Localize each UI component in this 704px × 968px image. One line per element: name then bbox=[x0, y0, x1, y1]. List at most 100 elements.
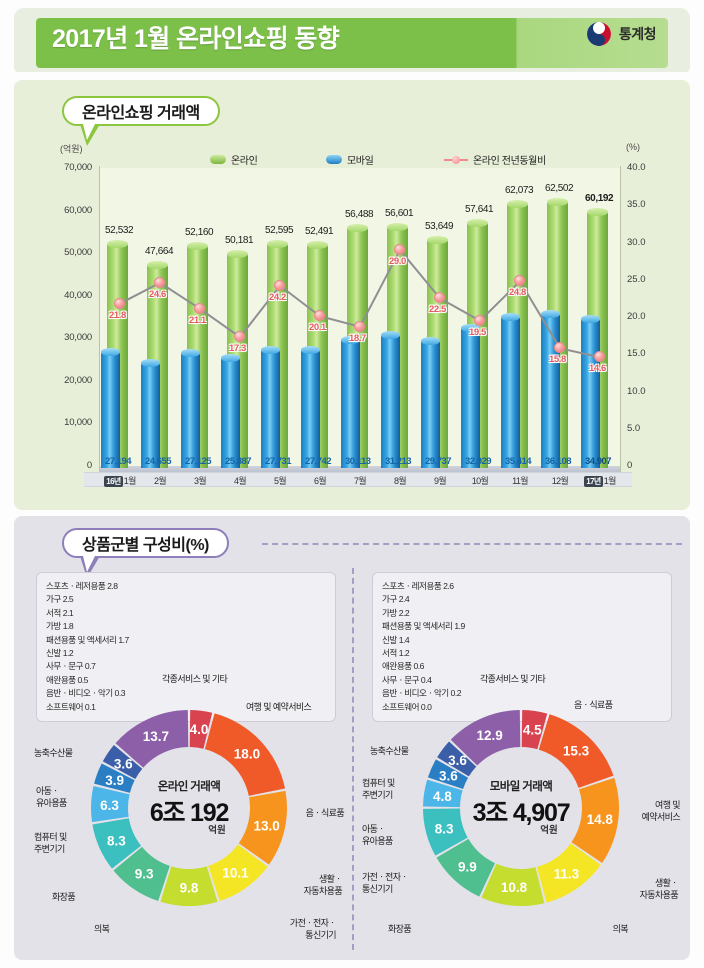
donut-segment[interactable] bbox=[423, 808, 468, 856]
bar-mobile bbox=[101, 348, 120, 468]
minor-item: 스포츠ㆍ레저용품 2.8 bbox=[46, 581, 118, 591]
donut-category-label: 농축수산물 bbox=[34, 748, 73, 758]
donut-segment-value: 3.6 bbox=[439, 769, 458, 784]
donut-segment[interactable] bbox=[113, 846, 170, 902]
donut-segment[interactable] bbox=[436, 838, 495, 897]
donut-segment[interactable] bbox=[536, 843, 601, 903]
yoy-value-label: 24.8 bbox=[509, 287, 526, 299]
legend-item-online: 온라인 bbox=[210, 152, 258, 167]
donut-segment[interactable] bbox=[427, 759, 469, 789]
y-tick-left: 60,000 bbox=[64, 204, 92, 216]
minor-item: 소프트웨어 0.1 bbox=[46, 701, 96, 712]
donut-segment[interactable] bbox=[94, 763, 135, 793]
donut-segment-value: 15.3 bbox=[563, 744, 590, 759]
donut-segment[interactable] bbox=[521, 710, 548, 750]
donut-center-amount: 3조 4,907 bbox=[472, 799, 571, 827]
minor-item: 가구 2.4 bbox=[382, 594, 410, 605]
mobile-value-label: 32,929 bbox=[465, 456, 492, 467]
yoy-value-label: 15.8 bbox=[549, 354, 566, 366]
donut-category-label: 여행 및 예약서비스 bbox=[246, 702, 312, 712]
donut-category-label: 생활ㆍ 자동차용품 bbox=[639, 878, 679, 900]
minor-items-column: 신발 1.2 사무ㆍ문구 0.7 애완용품 0.5 음반ㆍ비디오ㆍ악기 0.3 소프트웨… bbox=[46, 647, 176, 714]
donut-category-label: 의복 bbox=[612, 924, 629, 934]
y-tick-left: 0 bbox=[86, 460, 92, 471]
online-value-label: 47,664 bbox=[145, 246, 174, 258]
agency-name: 통계청 bbox=[618, 26, 657, 42]
bar-mobile bbox=[541, 310, 560, 468]
y-tick-right: 35.0 bbox=[627, 199, 646, 211]
donut-segment[interactable] bbox=[115, 710, 189, 768]
panel-divider bbox=[352, 568, 354, 950]
bar-mobile bbox=[341, 335, 360, 468]
donut-category-label: 여행 및 예약서비스 bbox=[641, 800, 681, 822]
yoy-value-label: 24.6 bbox=[149, 288, 166, 300]
donut-segment[interactable] bbox=[208, 844, 268, 902]
bar-group bbox=[300, 168, 340, 468]
minor-item: 애완용품 0.6 bbox=[382, 661, 424, 672]
mobile-value-label: 27,742 bbox=[305, 456, 332, 467]
donut-segment-value: 9.9 bbox=[458, 860, 477, 875]
x-axis-label: 6월 bbox=[313, 476, 327, 486]
yoy-point bbox=[114, 297, 125, 309]
header-dash-line bbox=[262, 543, 682, 545]
donut-segment-value: 4.0 bbox=[190, 722, 209, 737]
donut-segment[interactable] bbox=[92, 818, 142, 869]
header: 2017년 1월 온라인쇼핑 동향 통계청 bbox=[14, 8, 690, 72]
donut-segment[interactable] bbox=[481, 863, 545, 906]
mobile-value-label: 24,655 bbox=[145, 456, 172, 467]
x-axis-label: 9월 bbox=[433, 476, 447, 486]
y-tick-right: 25.0 bbox=[627, 273, 646, 285]
yoy-point bbox=[514, 275, 525, 287]
mobile-value-label: 36,108 bbox=[545, 456, 572, 467]
bar-group bbox=[460, 168, 500, 468]
donut-segment[interactable] bbox=[189, 710, 213, 749]
mobile-value-label: 27,194 bbox=[105, 456, 132, 467]
bar-mobile bbox=[501, 313, 520, 468]
y-tick-left: 50,000 bbox=[64, 247, 92, 259]
online-value-label: 56,601 bbox=[385, 208, 414, 220]
x-axis-label: 5월 bbox=[273, 476, 287, 486]
online-value-label: 53,649 bbox=[425, 220, 454, 232]
mobile-value-label: 29,737 bbox=[425, 456, 452, 467]
donut-segment[interactable] bbox=[91, 785, 130, 823]
donut-segment[interactable] bbox=[160, 866, 218, 906]
composition-panel: 상품군별 구성비(%) 스포츠ㆍ레저용품 2.8 가구 2.5 서적 2.1 가방 1… bbox=[14, 516, 690, 960]
donut-segment-value: 3.6 bbox=[114, 756, 133, 771]
minor-item: 신발 1.2 bbox=[46, 648, 74, 659]
yoy-point bbox=[354, 320, 365, 332]
y-tick-left: 20,000 bbox=[64, 374, 92, 386]
mobile-value-label: 34,907 bbox=[585, 456, 612, 467]
yoy-value-label: 19.5 bbox=[469, 326, 486, 338]
minor-item: 서적 1.2 bbox=[382, 648, 410, 659]
minor-item: 소프트웨어 0.0 bbox=[382, 701, 432, 712]
section2-title: 상품군별 구성비(%) bbox=[62, 528, 229, 558]
bar-group bbox=[340, 168, 380, 468]
minor-items-box-online: 스포츠ㆍ레저용품 2.8 가구 2.5 서적 2.1 가방 1.8 패션용품 및 액세서… bbox=[36, 572, 336, 723]
yoy-point bbox=[274, 279, 285, 291]
x-axis-label: 10월 bbox=[471, 476, 489, 486]
donut-segment[interactable] bbox=[204, 713, 286, 796]
donut-segment[interactable] bbox=[238, 790, 287, 865]
minor-item: 가방 2.2 bbox=[382, 607, 410, 618]
minor-item: 음반ㆍ비디오ㆍ악기 0.2 bbox=[382, 688, 462, 699]
donut-svg: 4.0 18.0 13.0 10.1 9.8 9.3 8.3 6.3 3.9 3.6 13.7 bbox=[91, 710, 287, 906]
yoy-value-label: 21.8 bbox=[109, 309, 126, 321]
donut-segment[interactable] bbox=[423, 779, 463, 808]
bar-group bbox=[140, 168, 180, 468]
donut-category-label: 음ㆍ식료품 bbox=[305, 808, 345, 818]
mobile-value-label: 31,213 bbox=[385, 456, 412, 467]
bar-group bbox=[500, 168, 540, 468]
y-tick-right: 15.0 bbox=[627, 348, 646, 360]
donut-segment[interactable] bbox=[571, 777, 619, 863]
bar-group bbox=[540, 168, 580, 468]
donut-segment[interactable] bbox=[437, 741, 477, 777]
donut-segment[interactable] bbox=[102, 745, 143, 779]
y-tick-right: 10.0 bbox=[627, 385, 646, 397]
minor-item: 사무ㆍ문구 0.7 bbox=[46, 661, 96, 672]
donut-segment[interactable] bbox=[538, 714, 614, 788]
donut-category-label: 각종서비스 및 기타 bbox=[162, 674, 228, 684]
donut-category-label: 생활ㆍ 자동차용품 bbox=[303, 874, 343, 896]
donut-segment[interactable] bbox=[450, 710, 521, 766]
x-axis-label: 16년 1월 bbox=[104, 476, 136, 487]
